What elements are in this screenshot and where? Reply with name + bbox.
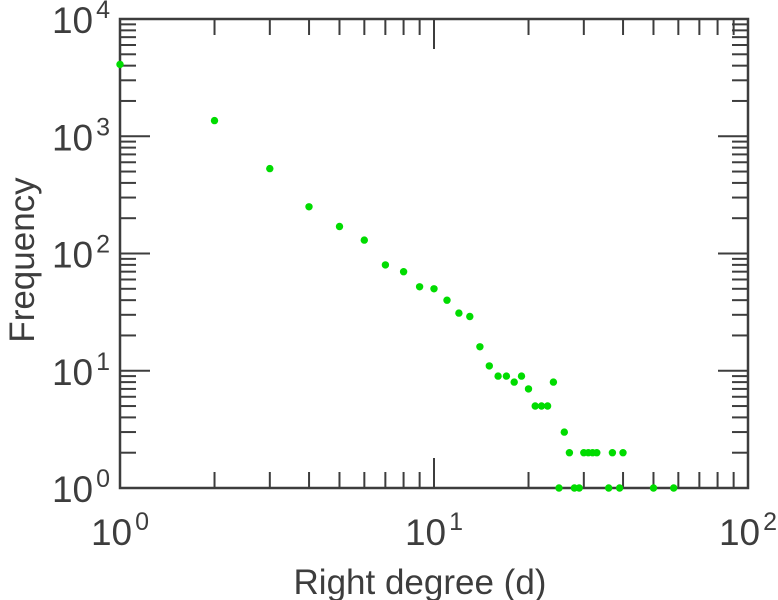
- data-point: [381, 261, 390, 269]
- tick-label: 10 1: [405, 508, 463, 553]
- data-point: [537, 402, 546, 410]
- data-point: [476, 343, 484, 351]
- data-point: [565, 449, 574, 457]
- data-point: [415, 283, 424, 291]
- data-point: [494, 372, 502, 380]
- axis-tick-labels: 10 0 10 1 10 2 10 0 10 1 10 2 10 3 10 4: [52, 0, 777, 553]
- data-point: [608, 449, 617, 457]
- data-point: [360, 236, 368, 244]
- tick-label: 10 0: [91, 508, 149, 553]
- data-point: [399, 268, 408, 276]
- tick-label: 10 3: [52, 113, 110, 158]
- data-point: [266, 164, 274, 173]
- data-point: [531, 402, 539, 410]
- plot-frame: [118, 17, 750, 490]
- tick-label: 10 4: [52, 0, 110, 41]
- data-point: [524, 385, 533, 393]
- data-point: [210, 116, 219, 125]
- data-point: [502, 372, 511, 380]
- data-point: [605, 484, 613, 492]
- data-point: [455, 309, 463, 317]
- data-point: [443, 296, 451, 304]
- data-point: [466, 312, 474, 321]
- x-axis-label: Right degree (d): [294, 563, 547, 600]
- data-point: [430, 285, 438, 293]
- data-points: [116, 60, 678, 492]
- data-point: [649, 484, 658, 492]
- data-point: [510, 378, 518, 386]
- data-point: [335, 222, 344, 231]
- tick-label: 10 2: [719, 508, 777, 553]
- data-point: [670, 484, 678, 492]
- data-point: [615, 484, 624, 492]
- data-point: [549, 378, 558, 386]
- data-point: [593, 449, 601, 457]
- data-point: [517, 372, 526, 380]
- data-point: [555, 484, 563, 492]
- data-point: [575, 484, 583, 492]
- data-point: [305, 203, 313, 211]
- data-point: [560, 428, 568, 436]
- y-axis-label: Frequency: [3, 177, 42, 343]
- data-point: [485, 362, 493, 370]
- data-point: [116, 60, 124, 69]
- tick-label: 10 0: [52, 465, 110, 510]
- data-point: [543, 402, 552, 410]
- data-point: [619, 449, 627, 457]
- tick-label: 10 1: [52, 348, 110, 393]
- axis-ticks: [119, 18, 749, 489]
- tick-label: 10 2: [52, 231, 110, 276]
